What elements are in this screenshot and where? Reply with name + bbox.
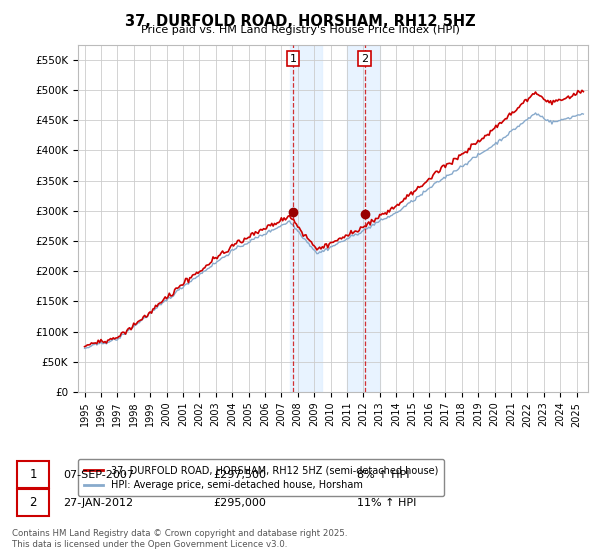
- Text: 2: 2: [29, 496, 37, 510]
- Text: 2: 2: [361, 54, 368, 64]
- Text: Price paid vs. HM Land Registry's House Price Index (HPI): Price paid vs. HM Land Registry's House …: [140, 25, 460, 35]
- Text: £297,500: £297,500: [213, 470, 266, 480]
- Text: £295,000: £295,000: [213, 498, 266, 508]
- Bar: [347, 45, 380, 392]
- Text: 11% ↑ HPI: 11% ↑ HPI: [357, 498, 416, 508]
- Text: Contains HM Land Registry data © Crown copyright and database right 2025.
This d: Contains HM Land Registry data © Crown c…: [12, 529, 347, 549]
- Text: 1: 1: [29, 468, 37, 482]
- Text: 27-JAN-2012: 27-JAN-2012: [63, 498, 133, 508]
- Text: 07-SEP-2007: 07-SEP-2007: [63, 470, 134, 480]
- Text: 1: 1: [289, 54, 296, 64]
- Text: 8% ↑ HPI: 8% ↑ HPI: [357, 470, 409, 480]
- Bar: [290, 45, 322, 392]
- Text: 37, DURFOLD ROAD, HORSHAM, RH12 5HZ: 37, DURFOLD ROAD, HORSHAM, RH12 5HZ: [125, 14, 475, 29]
- Legend: 37, DURFOLD ROAD, HORSHAM, RH12 5HZ (semi-detached house), HPI: Average price, s: 37, DURFOLD ROAD, HORSHAM, RH12 5HZ (sem…: [78, 459, 444, 496]
